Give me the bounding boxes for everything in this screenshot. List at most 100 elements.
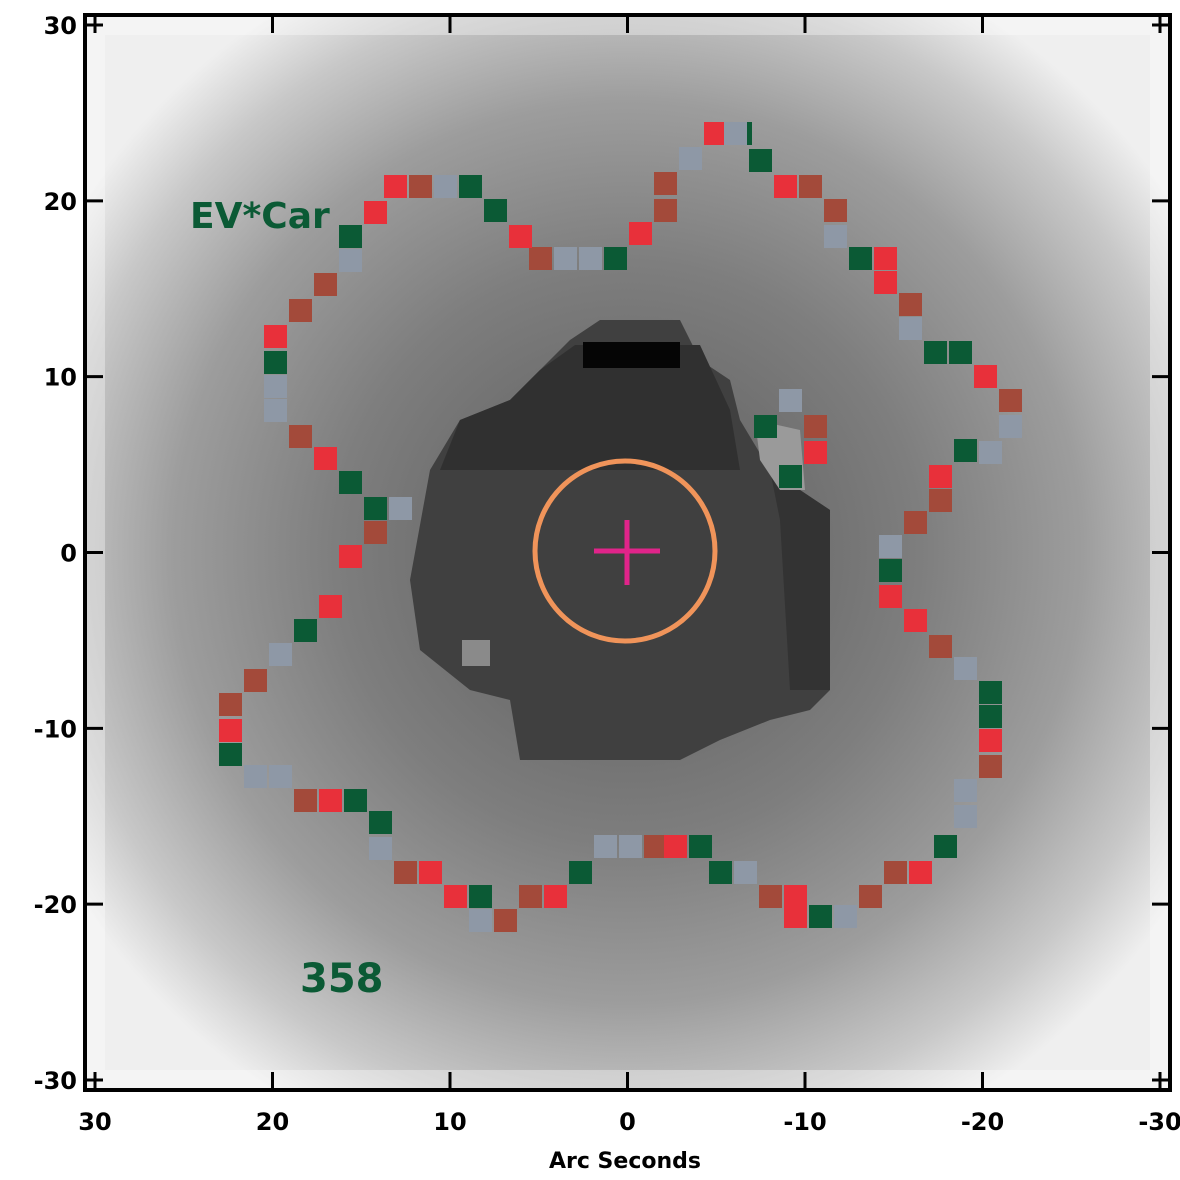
x-axis-title: Arc Seconds (549, 1149, 701, 1174)
contour-pixel (809, 905, 832, 928)
contour-pixel (804, 415, 827, 438)
contour-pixel (554, 247, 577, 270)
contour-pixel (419, 861, 442, 884)
contour-pixel (529, 247, 552, 270)
y-tick-label: 10 (44, 364, 77, 392)
contour-pixel (784, 905, 807, 928)
x-tick-label: -30 (1138, 1108, 1180, 1136)
grayscale-image (85, 15, 1170, 1090)
contour-pixel (619, 835, 642, 858)
contour-pixel (469, 909, 492, 932)
contour-pixel (749, 149, 772, 172)
contour-pixel (339, 225, 362, 248)
frame-number: 358 (300, 956, 384, 1002)
contour-pixel (484, 199, 507, 222)
y-tick-label: 0 (60, 540, 77, 568)
object-label: EV*Car (190, 196, 330, 237)
contour-pixel (269, 643, 292, 666)
contour-pixel (759, 885, 782, 908)
contour-pixel (339, 471, 362, 494)
contour-pixel (934, 835, 957, 858)
contour-pixel (879, 559, 902, 582)
contour-pixel (544, 885, 567, 908)
contour-pixel (264, 351, 287, 374)
contour-pixel (709, 861, 732, 884)
contour-pixel (979, 755, 1002, 778)
contour-pixel (754, 415, 777, 438)
contour-pixel (954, 805, 977, 828)
contour-pixel (219, 693, 242, 716)
contour-pixel (664, 835, 687, 858)
contour-pixel (804, 441, 827, 464)
contour-pixel (834, 905, 857, 928)
x-tick-label: 30 (78, 1108, 111, 1136)
contour-pixel (219, 743, 242, 766)
contour-pixel (954, 779, 977, 802)
contour-pixel (979, 441, 1002, 464)
contour-pixel (369, 811, 392, 834)
contour-pixel (654, 172, 677, 195)
contour-pixel (294, 789, 317, 812)
faint-spot (462, 640, 490, 666)
contour-pixels (219, 122, 1022, 932)
contour-pixel (289, 425, 312, 448)
contour-pixel (644, 835, 667, 858)
x-tick-label: -20 (961, 1108, 1004, 1136)
contour-pixel (579, 247, 602, 270)
contour-pixel (569, 861, 592, 884)
contour-pixel (734, 861, 757, 884)
contour-pixel (799, 175, 822, 198)
contour-pixel (779, 465, 802, 488)
x-tick-label: 10 (433, 1108, 466, 1136)
y-axis-ticks: 30 20 10 0 -10 -20 -30 (34, 12, 1170, 1095)
contour-pixel (689, 835, 712, 858)
contour-pixel (369, 837, 392, 860)
contour-pixel (269, 765, 292, 788)
contour-pixel (874, 247, 897, 270)
contour-pixel (319, 789, 342, 812)
contour-pixel (394, 861, 417, 884)
contour-pixel (264, 375, 287, 398)
y-tick-label: -30 (34, 1067, 77, 1095)
contour-pixel (384, 175, 407, 198)
contour-pixel (434, 175, 457, 198)
contour-pixel (824, 199, 847, 222)
contour-pixel (784, 885, 807, 908)
contour-pixel (244, 765, 267, 788)
y-tick-label: 20 (44, 188, 77, 216)
contour-pixel (389, 497, 412, 520)
x-tick-label: 20 (256, 1108, 289, 1136)
contour-pixel (519, 885, 542, 908)
contour-pixel (459, 175, 482, 198)
contour-pixel (879, 535, 902, 558)
contour-pixel (909, 861, 932, 884)
contour-pixel (974, 365, 997, 388)
contour-pixel (954, 439, 977, 462)
core-right-shoulder (770, 470, 830, 690)
contour-pixel (654, 199, 677, 222)
contour-pixel (629, 222, 652, 245)
x-tick-label: 0 (619, 1108, 636, 1136)
contour-pixel (444, 885, 467, 908)
contour-pixel (264, 325, 287, 348)
contour-pixel (339, 545, 362, 568)
y-tick-label: 30 (44, 12, 77, 40)
contour-pixel (929, 465, 952, 488)
y-tick-label: -10 (34, 715, 77, 743)
contour-pixel (779, 389, 802, 412)
contour-pixel (604, 247, 627, 270)
contour-pixel (979, 681, 1002, 704)
dark-core-top (440, 345, 740, 470)
contour-pixel (929, 489, 952, 512)
contour-pixel (314, 273, 337, 296)
center-cross-icon (594, 520, 660, 585)
contour-pixel (294, 619, 317, 642)
contour-pixel (594, 835, 617, 858)
contour-pixel (879, 585, 902, 608)
contour-pixel (979, 705, 1002, 728)
contour-pixel (289, 299, 312, 322)
contour-pixel (364, 521, 387, 544)
contour-pixel (999, 389, 1022, 412)
contour-pixel (899, 293, 922, 316)
contour-pixel (774, 175, 797, 198)
